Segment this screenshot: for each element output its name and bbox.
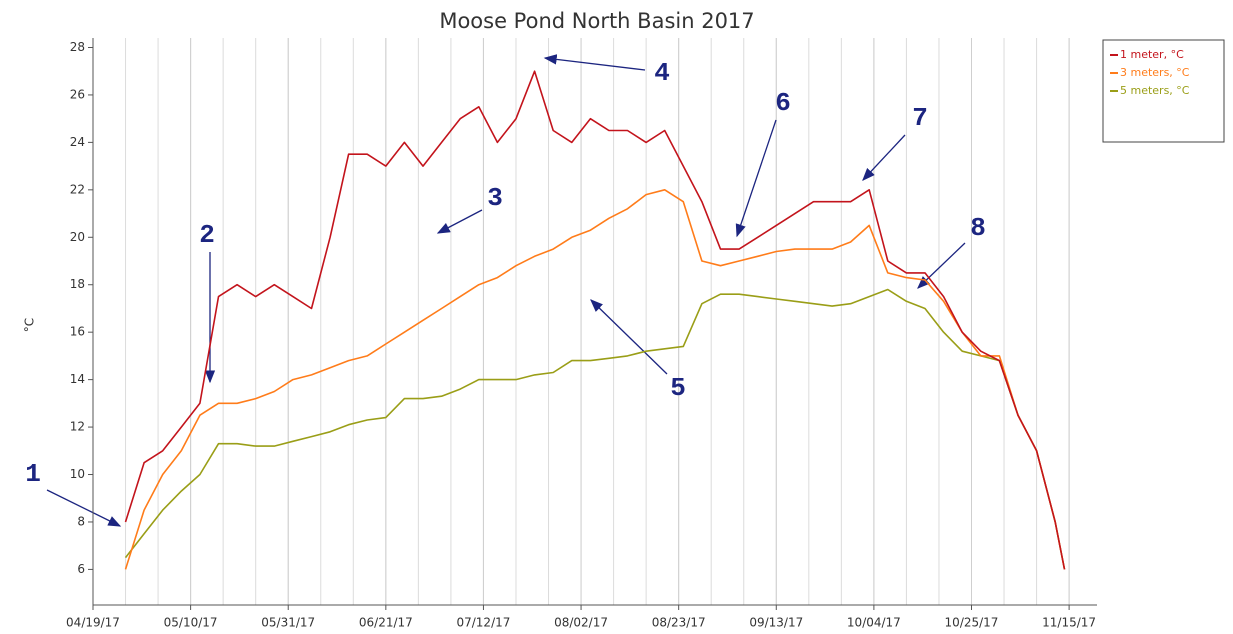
y-tick-label: 24: [70, 135, 85, 149]
y-tick-label: 12: [70, 420, 85, 434]
y-tick-label: 16: [70, 325, 85, 339]
arrow: [436, 209, 483, 234]
chart-title: Moose Pond North Basin 2017: [439, 9, 754, 33]
x-tick-label: 11/15/17: [1042, 616, 1096, 630]
y-tick-label: 28: [70, 40, 85, 54]
x-tick-label: 07/12/17: [456, 616, 510, 630]
y-tick-label: 22: [70, 182, 85, 196]
legend-label: 1 meter, °C: [1120, 48, 1184, 61]
data-line: [124, 189, 1066, 570]
y-axis-label: °C: [23, 318, 37, 332]
annotation: 1: [25, 459, 41, 489]
legend-label: 5 meters, °C: [1120, 84, 1190, 97]
plot-area: [92, 38, 1070, 605]
x-tick-label: 10/25/17: [945, 616, 999, 630]
arrow: [735, 119, 777, 238]
x-tick-label: 09/13/17: [749, 616, 803, 630]
data-line: [124, 70, 1066, 570]
annotation: 8: [970, 213, 986, 243]
x-tick-label: 10/04/17: [847, 616, 901, 630]
y-tick-label: 18: [70, 277, 85, 291]
annotation: 5: [670, 373, 686, 403]
y-tick-label: 10: [70, 467, 85, 481]
data-line: [124, 288, 1066, 570]
x-tick-label: 08/23/17: [652, 616, 706, 630]
y-tick-label: 6: [77, 562, 85, 576]
y-tick-label: 14: [70, 372, 85, 386]
y-tick-label: 26: [70, 87, 85, 101]
x-tick-label: 04/19/17: [66, 616, 120, 630]
arrow: [590, 299, 668, 375]
annotation: 6: [775, 88, 791, 118]
x-tick-label: 05/10/17: [164, 616, 218, 630]
x-tick-label: 05/31/17: [261, 616, 315, 630]
legend-box: [1102, 39, 1225, 143]
arrow: [46, 489, 122, 527]
arrow: [543, 54, 646, 71]
annotation: 2: [199, 220, 215, 250]
y-tick-label: 8: [77, 514, 85, 528]
annotation: 3: [487, 183, 503, 213]
annotation: 4: [654, 58, 670, 88]
arrow: [862, 134, 906, 181]
x-tick-label: 06/21/17: [359, 616, 413, 630]
x-tick-label: 08/02/17: [554, 616, 608, 630]
y-tick-label: 20: [70, 230, 85, 244]
legend-label: 3 meters, °C: [1120, 66, 1190, 79]
annotations: 1 2 3 4 5 6 7 8: [25, 54, 986, 527]
annotation: 7: [912, 103, 928, 133]
